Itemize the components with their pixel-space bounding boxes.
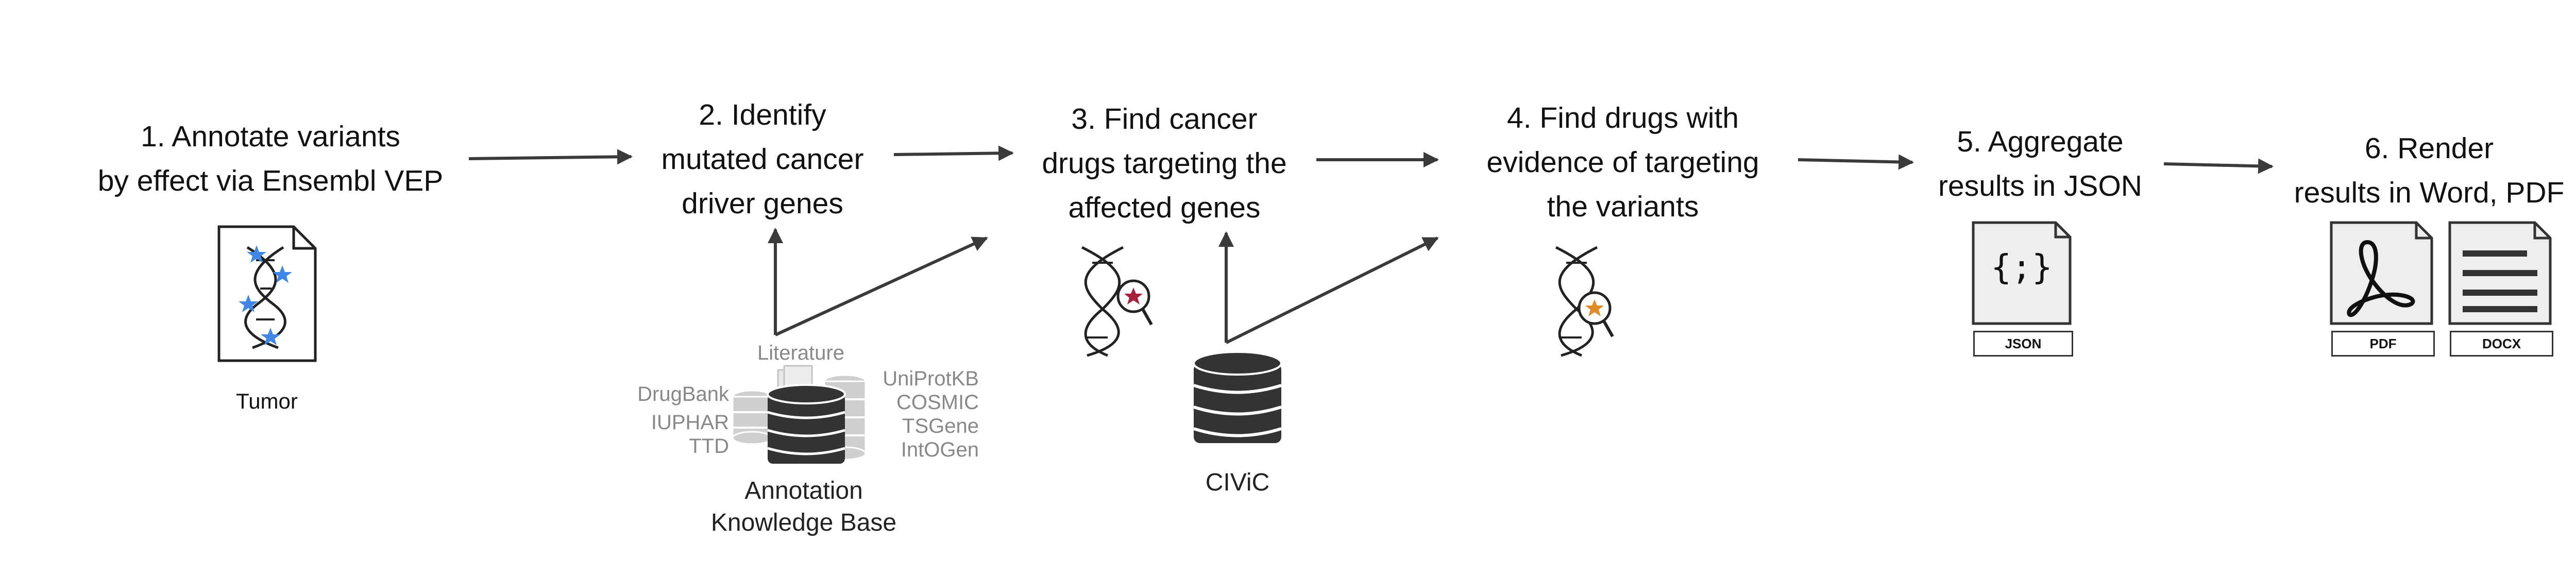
- step-2-line2: mutated cancer: [661, 143, 864, 176]
- kb-sources-right: UniProtKB COSMIC TSGene IntOGen: [871, 367, 979, 462]
- civic-database-icon: [1193, 351, 1282, 443]
- kb-source-ttd: TTD: [689, 435, 729, 458]
- step-5-label: 5. Aggregate results in JSON: [1906, 120, 2174, 208]
- arrows-knowledge-base: [768, 228, 988, 336]
- json-file-icon: [1972, 221, 2072, 325]
- step-1-label: 1. Annotate variants by effect via Ensem…: [62, 114, 479, 203]
- arrows-civic: [1218, 231, 1439, 344]
- json-tag: JSON: [1973, 331, 2073, 357]
- step-1-line2: by effect via Ensembl VEP: [97, 164, 444, 197]
- knowledge-base-database-icon: [732, 365, 867, 464]
- arrow-step5-to-step6: [2163, 158, 2274, 174]
- arrow-step4-to-step5: [1798, 154, 1914, 170]
- arrow-step1-to-step2: [468, 149, 633, 165]
- step-4-line3: the variants: [1547, 190, 1699, 223]
- step-2-line1: 2. Identify: [699, 98, 826, 131]
- step-3-line2: drugs targeting the: [1042, 147, 1287, 180]
- docx-file-icon: [2448, 221, 2552, 325]
- knowledge-base-title-line1: Annotation: [744, 477, 863, 504]
- step-4-line1: 4. Find drugs with: [1507, 102, 1739, 134]
- step-6-line1: 6. Render: [2364, 132, 2494, 165]
- step-6-line2: results in Word, PDF: [2294, 176, 2565, 209]
- step-6-label: 6. Render results in Word, PDF: [2269, 126, 2576, 215]
- kb-source-drugbank: DrugBank: [637, 383, 729, 405]
- arrow-step2-to-step3: [893, 145, 1014, 161]
- kb-source-iuphar: IUPHAR: [651, 411, 729, 434]
- kb-source-tsgene: TSGene: [902, 415, 979, 437]
- kb-sources-left: DrugBank IUPHAR TTD: [618, 382, 729, 458]
- knowledge-base-title-line2: Knowledge Base: [710, 509, 897, 536]
- kb-source-literature: Literature: [757, 342, 844, 364]
- step-3-line1: 3. Find cancer: [1071, 103, 1258, 136]
- kb-source-intogen: IntOGen: [901, 438, 979, 461]
- step-4-label: 4. Find drugs with evidence of targeting…: [1437, 96, 1808, 229]
- step-3-label: 3. Find cancer drugs targeting the affec…: [1010, 97, 1319, 230]
- step-3-line3: affected genes: [1068, 191, 1261, 224]
- knowledge-base-title: Annotation Knowledge Base: [675, 475, 933, 539]
- step-5-line2: results in JSON: [1938, 170, 2142, 202]
- step-2-line3: driver genes: [682, 187, 843, 220]
- tumor-label: Tumor: [236, 389, 298, 413]
- pdf-tag: PDF: [2331, 331, 2435, 357]
- pdf-file-icon: [2330, 221, 2433, 325]
- kb-source-uniprotkb: UniProtKB: [883, 367, 979, 390]
- step-2-label: 2. Identify mutated cancer driver genes: [629, 93, 896, 226]
- step-4-line2: evidence of targeting: [1486, 146, 1759, 179]
- dna-magnifier-red-icon: [1081, 246, 1153, 357]
- dna-magnifier-orange-icon: [1555, 246, 1614, 357]
- docx-tag: DOCX: [2450, 331, 2553, 357]
- kb-source-cosmic: COSMIC: [896, 391, 979, 414]
- civic-label: CIViC: [1205, 469, 1270, 496]
- step-5-line1: 5. Aggregate: [1957, 125, 2124, 158]
- step-1-line1: 1. Annotate variants: [141, 120, 400, 153]
- tumor-document-icon: [217, 225, 317, 362]
- json-glyph: {;}: [1991, 247, 2053, 287]
